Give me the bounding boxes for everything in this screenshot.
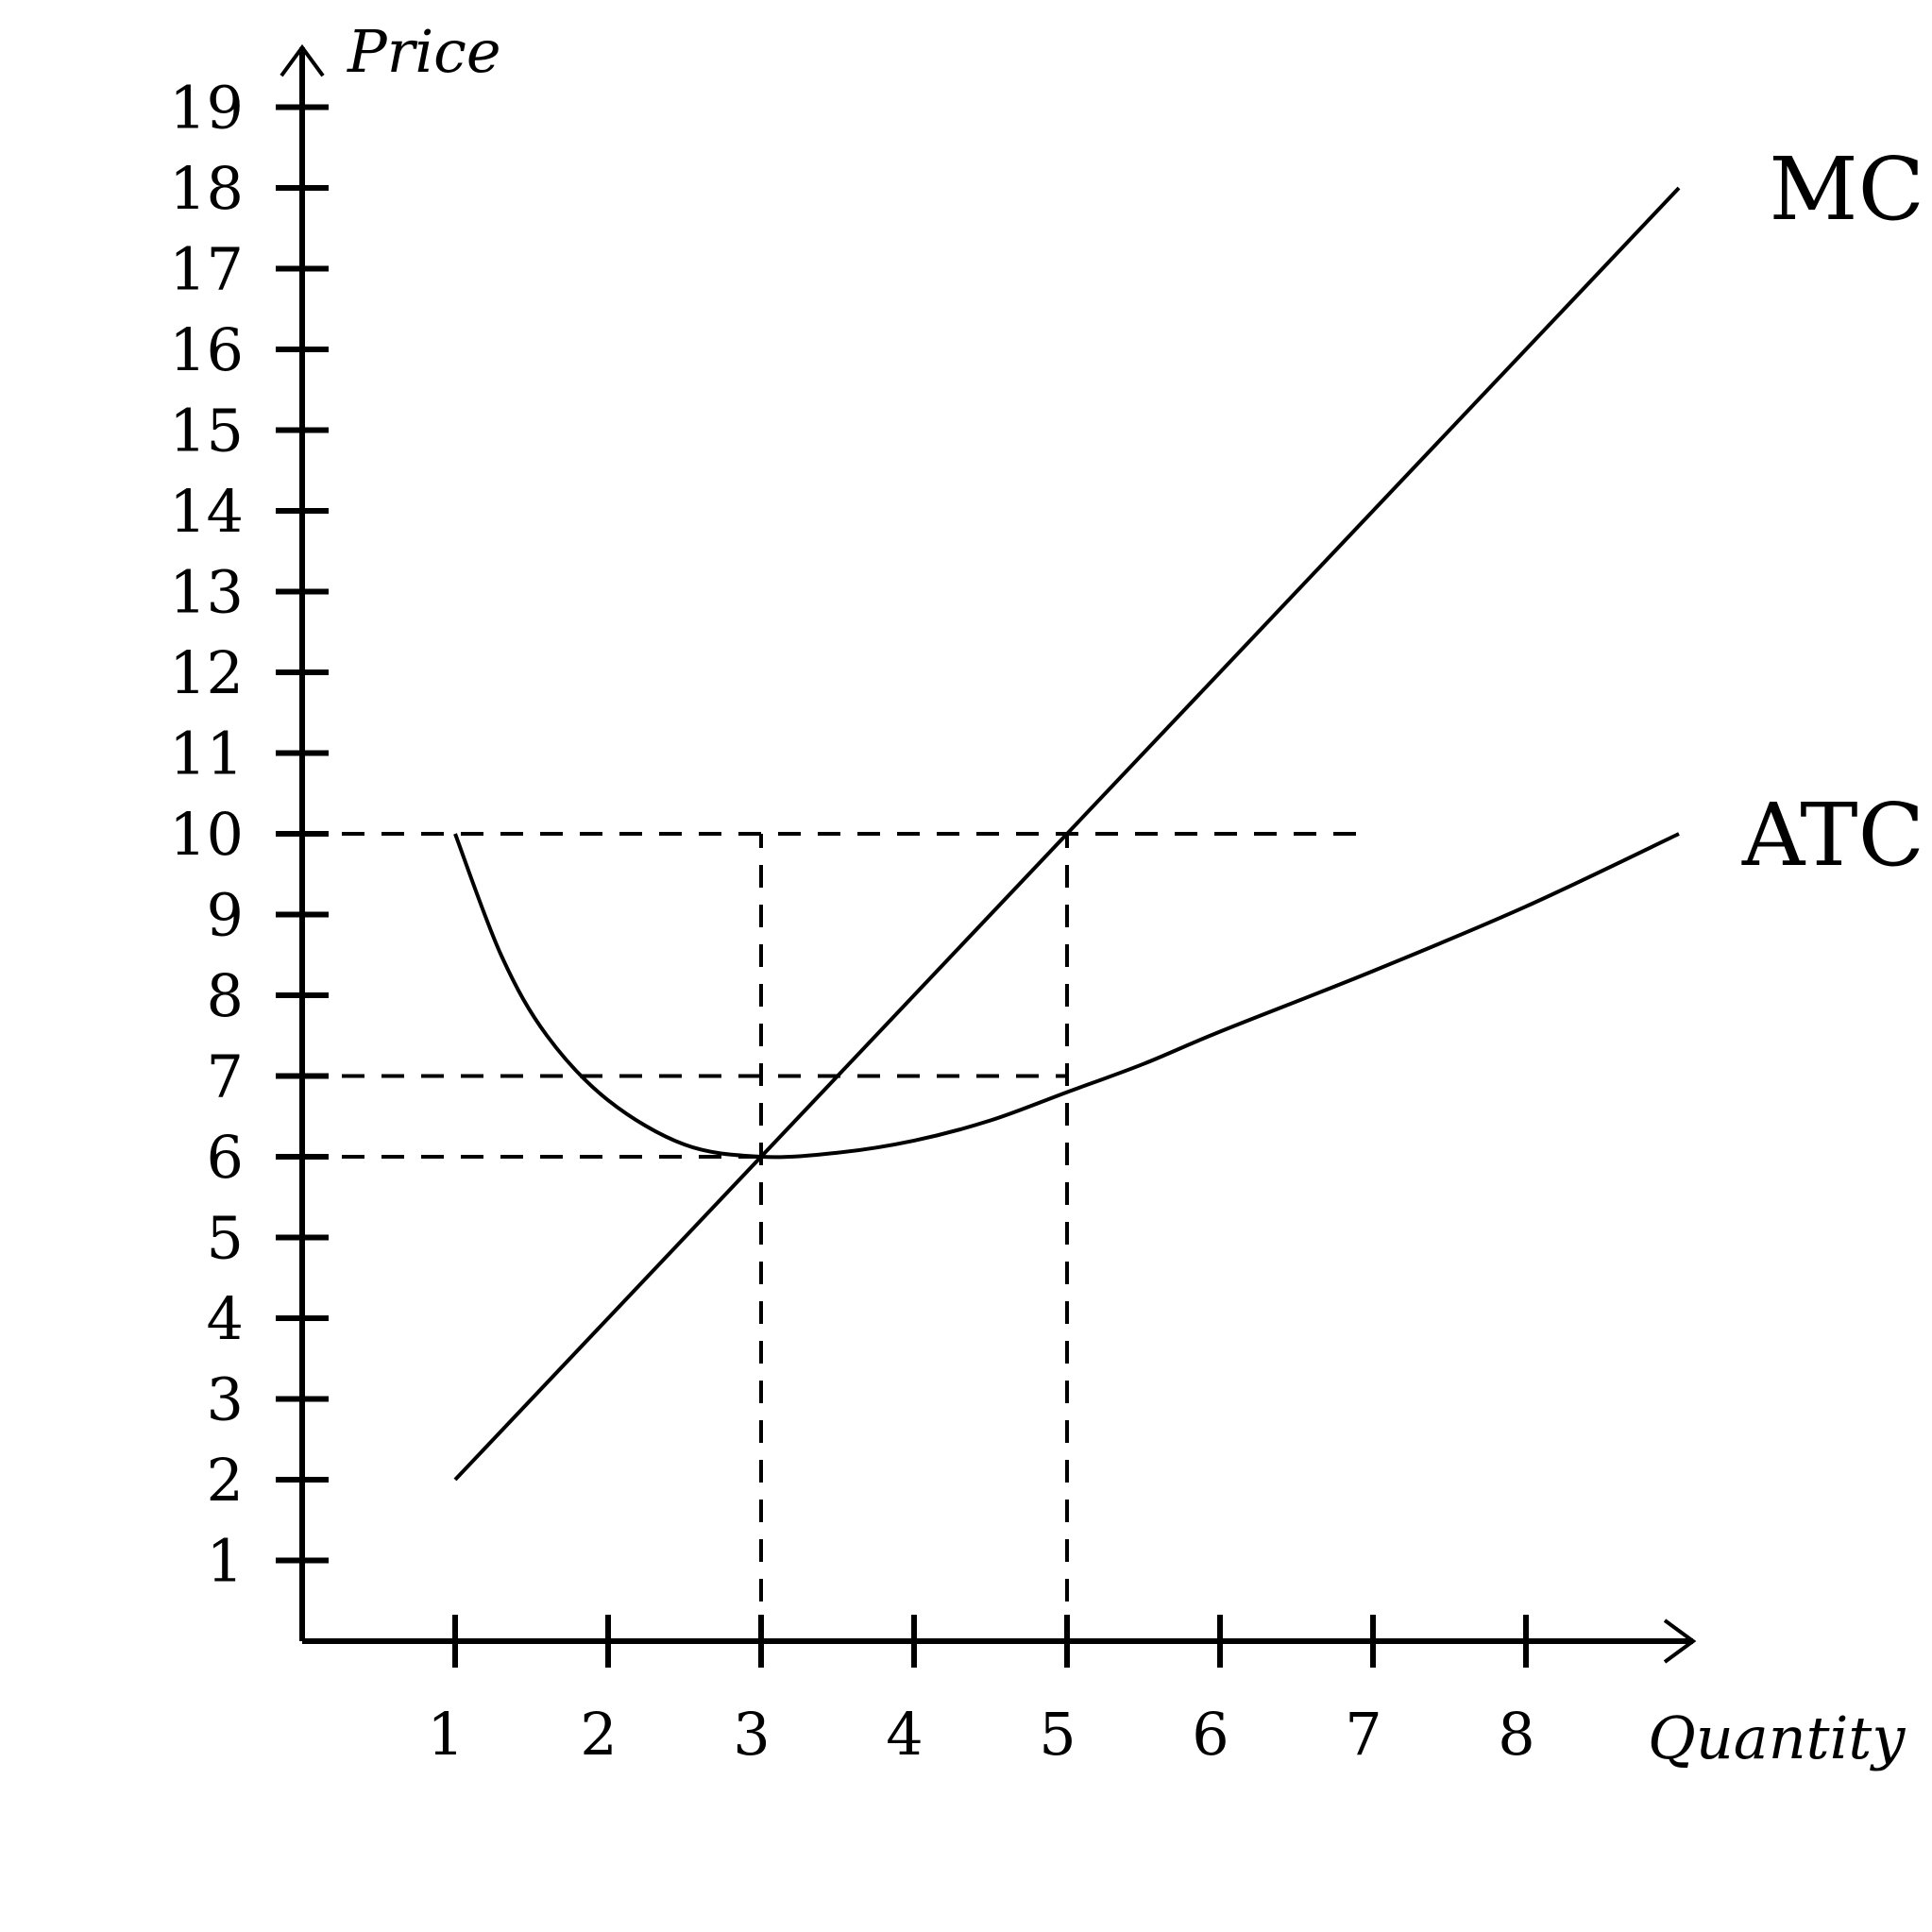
y-tick-label-13: 13 <box>169 558 244 627</box>
y-tick-label-6: 6 <box>207 1123 244 1192</box>
atc-label: ATC <box>1741 785 1924 886</box>
y-tick-label-15: 15 <box>169 397 244 466</box>
reference-lines <box>302 832 1373 1641</box>
y-tick-label-4: 4 <box>207 1284 244 1353</box>
y-tick-label-19: 19 <box>169 74 244 143</box>
y-tick-label-1: 1 <box>207 1527 244 1596</box>
y-tick-label-3: 3 <box>207 1365 244 1434</box>
y-axis-title: Price <box>347 17 501 86</box>
y-tick-label-18: 18 <box>169 154 244 223</box>
y-tick-label-11: 11 <box>169 720 244 788</box>
atc-curve <box>453 832 1680 1160</box>
y-tick-label-14: 14 <box>169 477 244 546</box>
axes <box>276 43 1697 1668</box>
x-tick-label-2: 2 <box>580 1700 617 1769</box>
y-tick-label-12: 12 <box>169 638 244 707</box>
y-tick-label-16: 16 <box>169 315 244 384</box>
y-axis-arrow <box>280 43 325 77</box>
x-tick-label-1: 1 <box>427 1700 464 1769</box>
y-tick-label-8: 8 <box>207 961 244 1030</box>
x-tick-label-4: 4 <box>886 1700 923 1769</box>
mc-line <box>453 186 1681 1482</box>
y-tick-label-2: 2 <box>207 1446 244 1515</box>
x-tick-label-5: 5 <box>1039 1700 1076 1769</box>
x-axis-arrow <box>1663 1618 1697 1664</box>
series <box>453 186 1681 1482</box>
mc-label: MC <box>1769 139 1924 240</box>
y-tick-label-17: 17 <box>169 235 244 304</box>
x-tick-label-7: 7 <box>1345 1700 1381 1769</box>
y-tick-label-10: 10 <box>169 800 244 869</box>
x-tick-label-3: 3 <box>733 1700 770 1769</box>
y-tick-label-9: 9 <box>207 881 244 950</box>
y-tick-label-5: 5 <box>207 1204 244 1273</box>
y-tick-label-7: 7 <box>207 1042 244 1111</box>
x-axis-title: Quantity <box>1648 1703 1906 1772</box>
x-tick-label-6: 6 <box>1192 1700 1229 1769</box>
x-tick-label-8: 8 <box>1498 1700 1534 1769</box>
